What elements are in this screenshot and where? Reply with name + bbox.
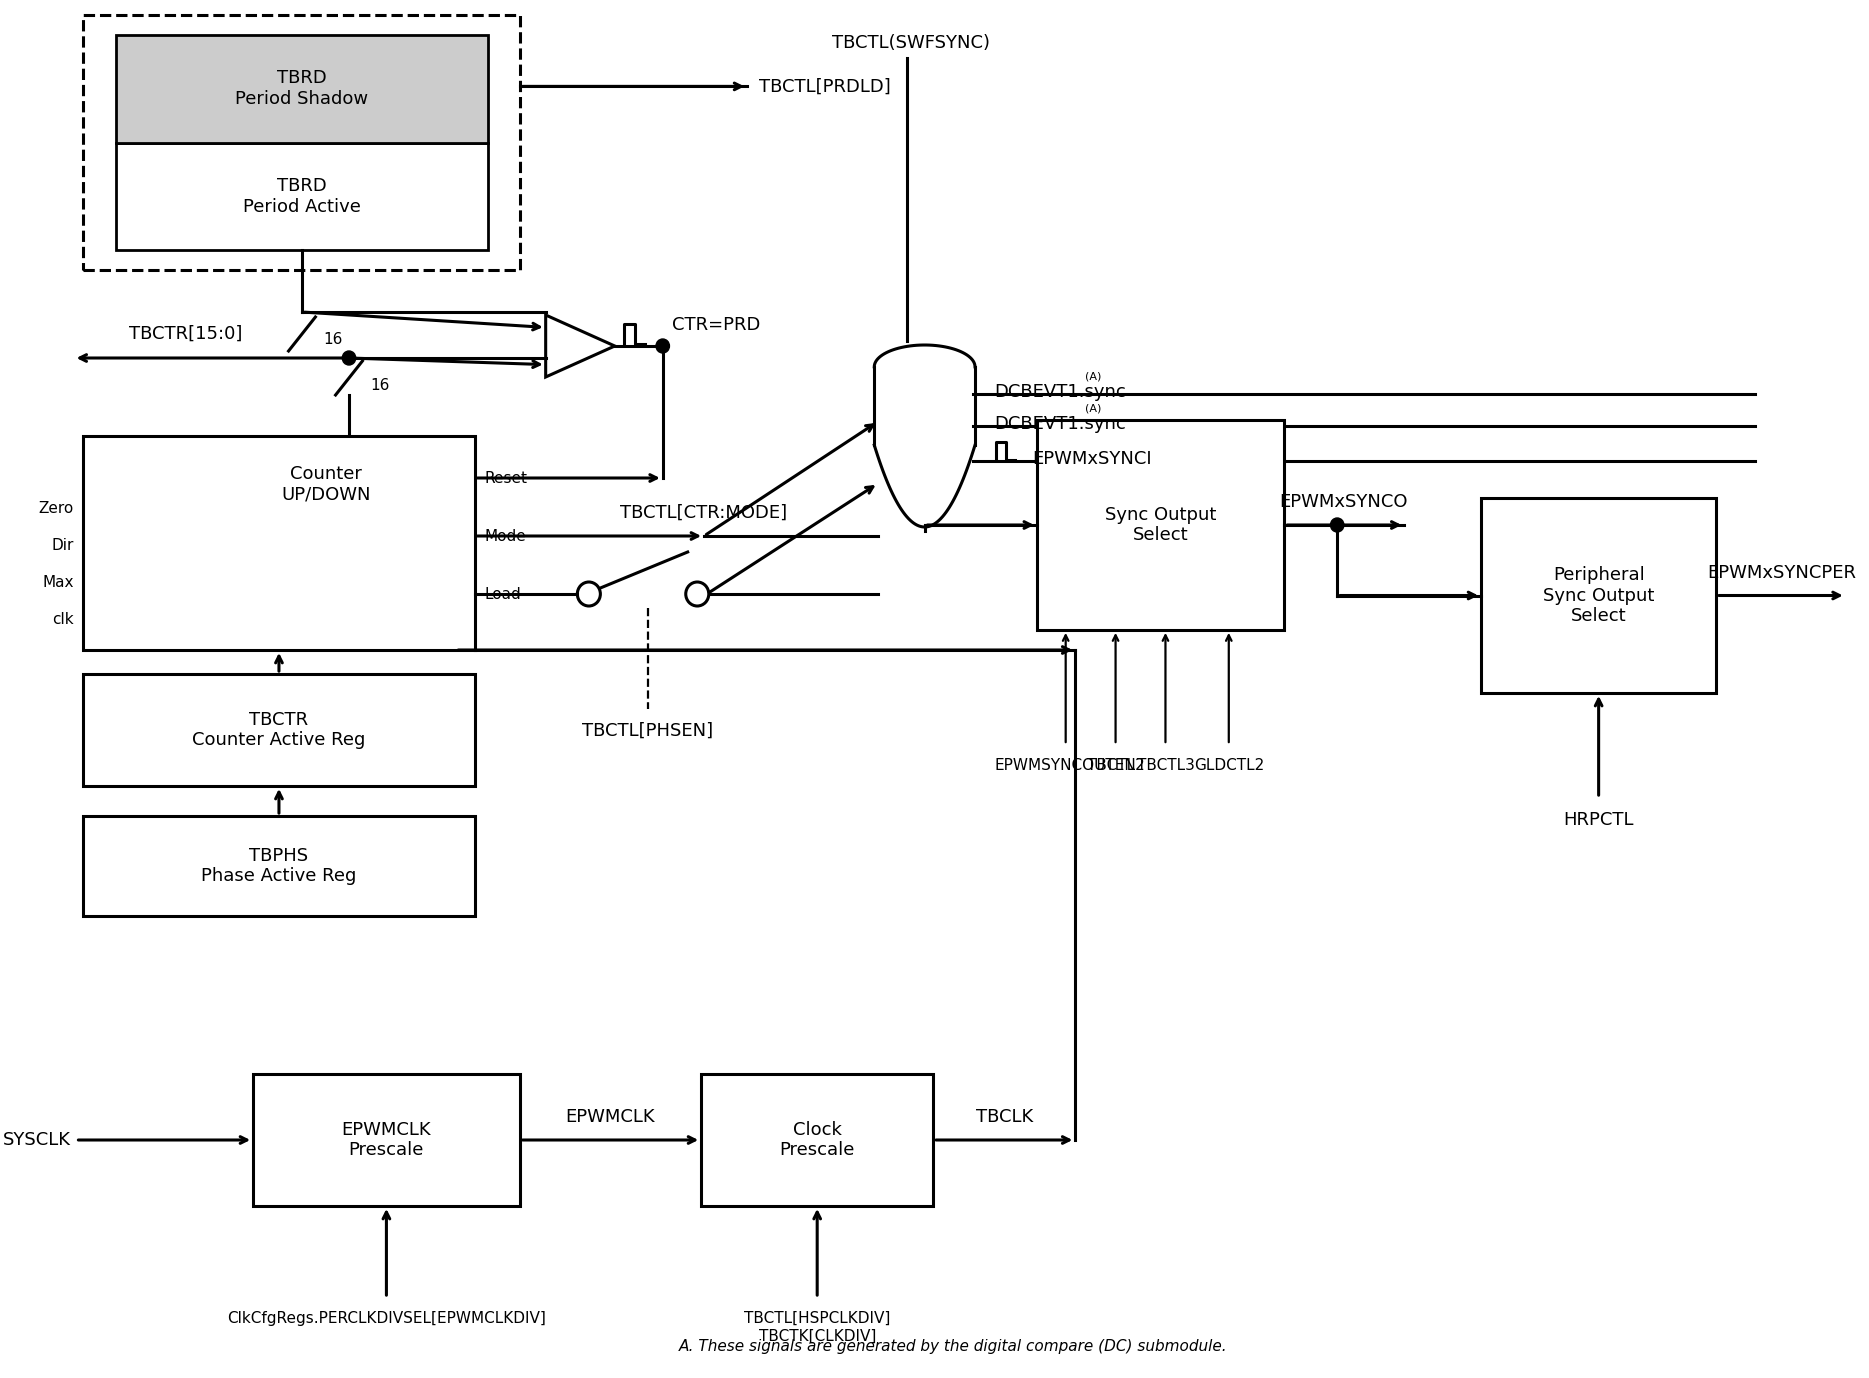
- Text: EPWMxSYNCPER: EPWMxSYNCPER: [1706, 564, 1856, 582]
- Text: TBPHS
Phase Active Reg: TBPHS Phase Active Reg: [202, 846, 357, 886]
- Text: HRPCTL: HRPCTL: [1562, 812, 1634, 830]
- Text: TBCTL(SWFSYNC): TBCTL(SWFSYNC): [832, 34, 991, 52]
- Bar: [84, 816, 475, 916]
- Text: EPWMxSYNCI: EPWMxSYNCI: [1032, 451, 1151, 469]
- Text: TBCTL3: TBCTL3: [1136, 758, 1194, 773]
- Circle shape: [656, 339, 669, 353]
- Text: 16: 16: [370, 379, 389, 394]
- Text: Reset: Reset: [484, 470, 527, 485]
- Text: TBCTR[15:0]: TBCTR[15:0]: [129, 325, 243, 343]
- Text: CTR=PRD: CTR=PRD: [673, 316, 761, 333]
- Text: TBCTL2: TBCTL2: [1086, 758, 1144, 773]
- Text: (A): (A): [1086, 371, 1101, 380]
- Circle shape: [342, 351, 355, 365]
- Text: TBCTL[PRDLD]: TBCTL[PRDLD]: [759, 77, 890, 95]
- Text: Peripheral
Sync Output
Select: Peripheral Sync Output Select: [1544, 566, 1654, 626]
- Text: GLDCTL2: GLDCTL2: [1194, 758, 1263, 773]
- Bar: [252, 1073, 520, 1206]
- Text: Counter
UP/DOWN: Counter UP/DOWN: [280, 464, 370, 503]
- Text: Load: Load: [484, 587, 521, 602]
- Bar: [84, 15, 520, 270]
- Text: Sync Output
Select: Sync Output Select: [1105, 506, 1217, 544]
- Text: 16: 16: [323, 332, 342, 347]
- Bar: [84, 674, 475, 785]
- Text: TBCTL[PHSEN]: TBCTL[PHSEN]: [583, 722, 714, 740]
- Text: TBRD
Period Shadow: TBRD Period Shadow: [235, 69, 368, 107]
- Text: DCBEVT1.sync: DCBEVT1.sync: [994, 415, 1125, 433]
- Bar: [701, 1073, 933, 1206]
- Bar: [1037, 420, 1284, 630]
- Text: Mode: Mode: [484, 529, 525, 543]
- Bar: [1480, 497, 1716, 693]
- Text: Max: Max: [43, 575, 73, 590]
- Text: Zero: Zero: [39, 500, 73, 515]
- Bar: [116, 34, 488, 142]
- Text: TBRD
Period Active: TBRD Period Active: [243, 176, 361, 215]
- Text: Dir: Dir: [50, 537, 73, 553]
- Circle shape: [1331, 518, 1344, 532]
- Text: EPWMxSYNCO: EPWMxSYNCO: [1280, 493, 1407, 511]
- Text: SYSCLK: SYSCLK: [2, 1131, 71, 1149]
- Text: ClkCfgRegs.PERCLKDIVSEL[EPWMCLKDIV]: ClkCfgRegs.PERCLKDIVSEL[EPWMCLKDIV]: [226, 1310, 546, 1326]
- Text: (A): (A): [1086, 402, 1101, 413]
- Text: EPWMCLK
Prescale: EPWMCLK Prescale: [342, 1120, 432, 1159]
- Text: EPWMSYNCOUTEN: EPWMSYNCOUTEN: [994, 758, 1136, 773]
- Text: TBCLK: TBCLK: [976, 1108, 1034, 1126]
- Text: TBCTL[CTR:MODE]: TBCTL[CTR:MODE]: [621, 504, 787, 522]
- Text: clk: clk: [52, 612, 73, 627]
- Text: TBCTR
Counter Active Reg: TBCTR Counter Active Reg: [193, 711, 366, 750]
- Text: A. These signals are generated by the digital compare (DC) submodule.: A. These signals are generated by the di…: [678, 1338, 1228, 1353]
- Bar: [116, 142, 488, 249]
- Text: Clock
Prescale: Clock Prescale: [779, 1120, 854, 1159]
- Text: EPWMCLK: EPWMCLK: [566, 1108, 656, 1126]
- Text: DCBEVT1.sync: DCBEVT1.sync: [994, 383, 1125, 401]
- Bar: [84, 435, 475, 650]
- Text: TBCTL[HSPCLKDIV]
TBCTK[CLKDIV]: TBCTL[HSPCLKDIV] TBCTK[CLKDIV]: [744, 1310, 890, 1344]
